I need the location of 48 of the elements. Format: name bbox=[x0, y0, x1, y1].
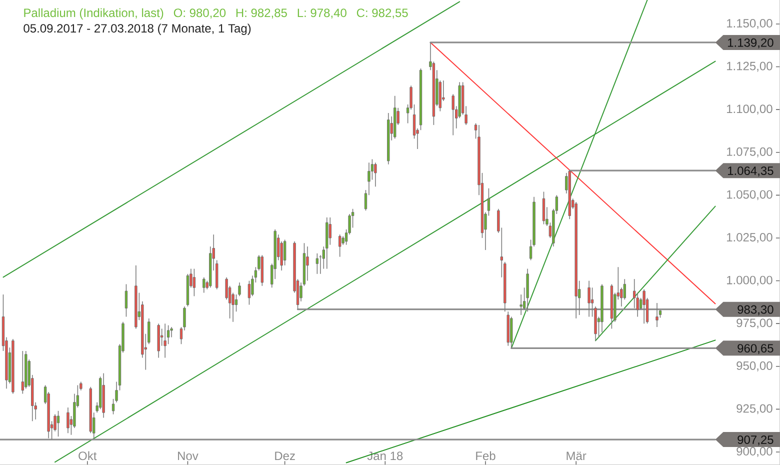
series-label: 1.064,35 bbox=[728, 166, 774, 176]
y-tick-label: 975,00 bbox=[736, 318, 772, 329]
x-tick-label: Jan 18 bbox=[367, 452, 403, 460]
candlestick bbox=[328, 217, 332, 246]
y-tick-label: 1.075,00 bbox=[726, 147, 772, 158]
candlestick bbox=[338, 234, 342, 258]
annotation: H: 982,85 bbox=[236, 8, 287, 19]
candlestick bbox=[588, 280, 590, 318]
candlestick bbox=[21, 350, 24, 394]
y-tick-label: 1.000,00 bbox=[726, 276, 772, 286]
candlestick bbox=[642, 288, 646, 324]
candlestick bbox=[124, 284, 128, 318]
candlestick bbox=[164, 323, 166, 358]
series-label: 1.139,20 bbox=[728, 38, 774, 48]
candlestick bbox=[316, 252, 319, 274]
candlestick bbox=[656, 302, 658, 328]
annotation: L: 978,40 bbox=[298, 8, 346, 19]
annotation: C: 982,55 bbox=[356, 8, 408, 19]
y-tick-label: 925,00 bbox=[736, 404, 772, 414]
y-tick-label: 1.100,00 bbox=[726, 104, 772, 115]
candlestick bbox=[542, 191, 546, 225]
candlestick bbox=[306, 246, 309, 282]
text: 05.09.2017 - 27.03.2018 (7 Monate, 1 Tag) bbox=[24, 24, 251, 35]
series-label: 983,30 bbox=[738, 305, 774, 316]
text: Palladium (Indikation, last) bbox=[24, 8, 164, 20]
candlestick bbox=[510, 316, 513, 349]
x-tick-label: Okt bbox=[78, 451, 97, 460]
x-tick-label: Mär bbox=[566, 452, 586, 460]
candlestick bbox=[526, 268, 529, 312]
candlestick bbox=[520, 294, 522, 316]
candlestick bbox=[56, 410, 60, 437]
candlestick bbox=[452, 94, 454, 136]
y-tick-label: 1.050,00 bbox=[726, 190, 772, 200]
series-label: 960,65 bbox=[738, 344, 774, 354]
x-tick-label: Feb bbox=[476, 451, 496, 460]
series-label: 907,25 bbox=[738, 435, 774, 446]
y-tick-label: 950,00 bbox=[736, 361, 772, 372]
y-tick-label: 900,00 bbox=[736, 447, 772, 457]
y-tick-label: 1.025,00 bbox=[726, 233, 772, 243]
candlestick bbox=[66, 407, 70, 434]
candlestick bbox=[192, 268, 196, 297]
x-tick-label: Dez bbox=[275, 452, 295, 460]
y-tick-label: 1.125,00 bbox=[726, 62, 772, 72]
annotation: O: 980,20 bbox=[174, 8, 226, 19]
x-tick-label: Nov bbox=[178, 452, 198, 460]
candlestick bbox=[374, 162, 377, 188]
y-tick-label: 1.150,00 bbox=[726, 19, 772, 29]
candlestick bbox=[202, 276, 206, 294]
